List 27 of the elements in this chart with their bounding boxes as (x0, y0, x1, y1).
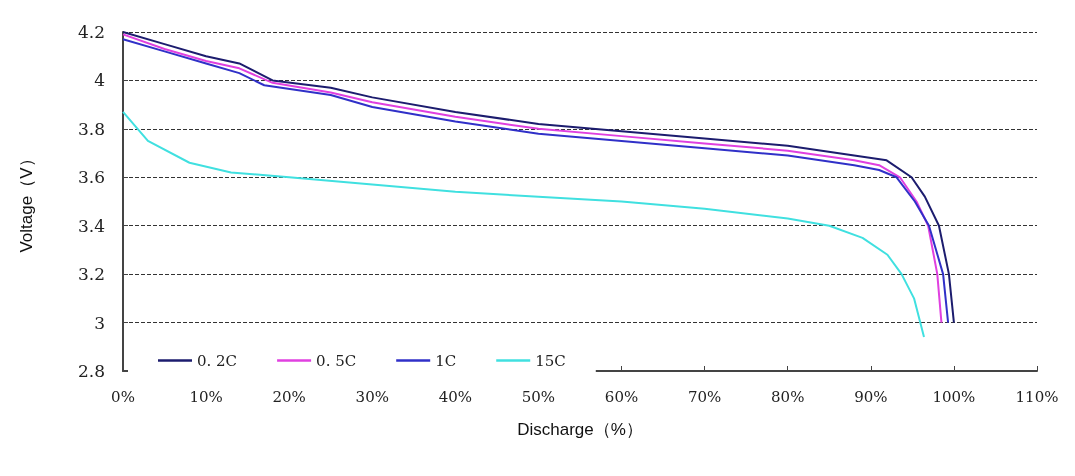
x-tick-label: 20% (272, 387, 306, 406)
x-tick-label: 30% (355, 387, 389, 406)
y-tick-label: 3.8 (77, 118, 105, 139)
y-tick-label: 3.2 (77, 264, 105, 285)
legend-label: 15C (535, 351, 566, 370)
legend-label: 1C (435, 351, 457, 370)
y-axis-title: Voltage（V） (17, 150, 36, 253)
x-tick-label: 60% (604, 387, 639, 406)
x-tick-label: 0% (111, 387, 135, 406)
legend-label: 0. 5C (316, 351, 357, 370)
x-tick-label: 80% (771, 387, 805, 406)
x-tick-label: 40% (438, 387, 473, 406)
x-axis-title: Discharge（%） (517, 420, 643, 439)
y-tick-label: 2.8 (77, 361, 105, 381)
y-tick-label: 3 (94, 312, 105, 333)
y-tick-label: 3.4 (77, 215, 105, 236)
x-tick-label: 50% (521, 387, 556, 406)
x-tick-label: 110% (1015, 387, 1059, 406)
x-tick-label: 90% (854, 387, 888, 406)
y-tick-label: 4 (94, 70, 105, 91)
x-tick-label: 10% (189, 387, 223, 406)
x-tick-label: 100% (932, 387, 976, 406)
x-tick-label: 70% (687, 387, 722, 406)
y-tick-label: 4.2 (77, 22, 105, 42)
y-tick-label: 3.6 (77, 167, 105, 188)
legend-label: 0. 2C (197, 351, 238, 370)
line-series (122, 110, 925, 339)
